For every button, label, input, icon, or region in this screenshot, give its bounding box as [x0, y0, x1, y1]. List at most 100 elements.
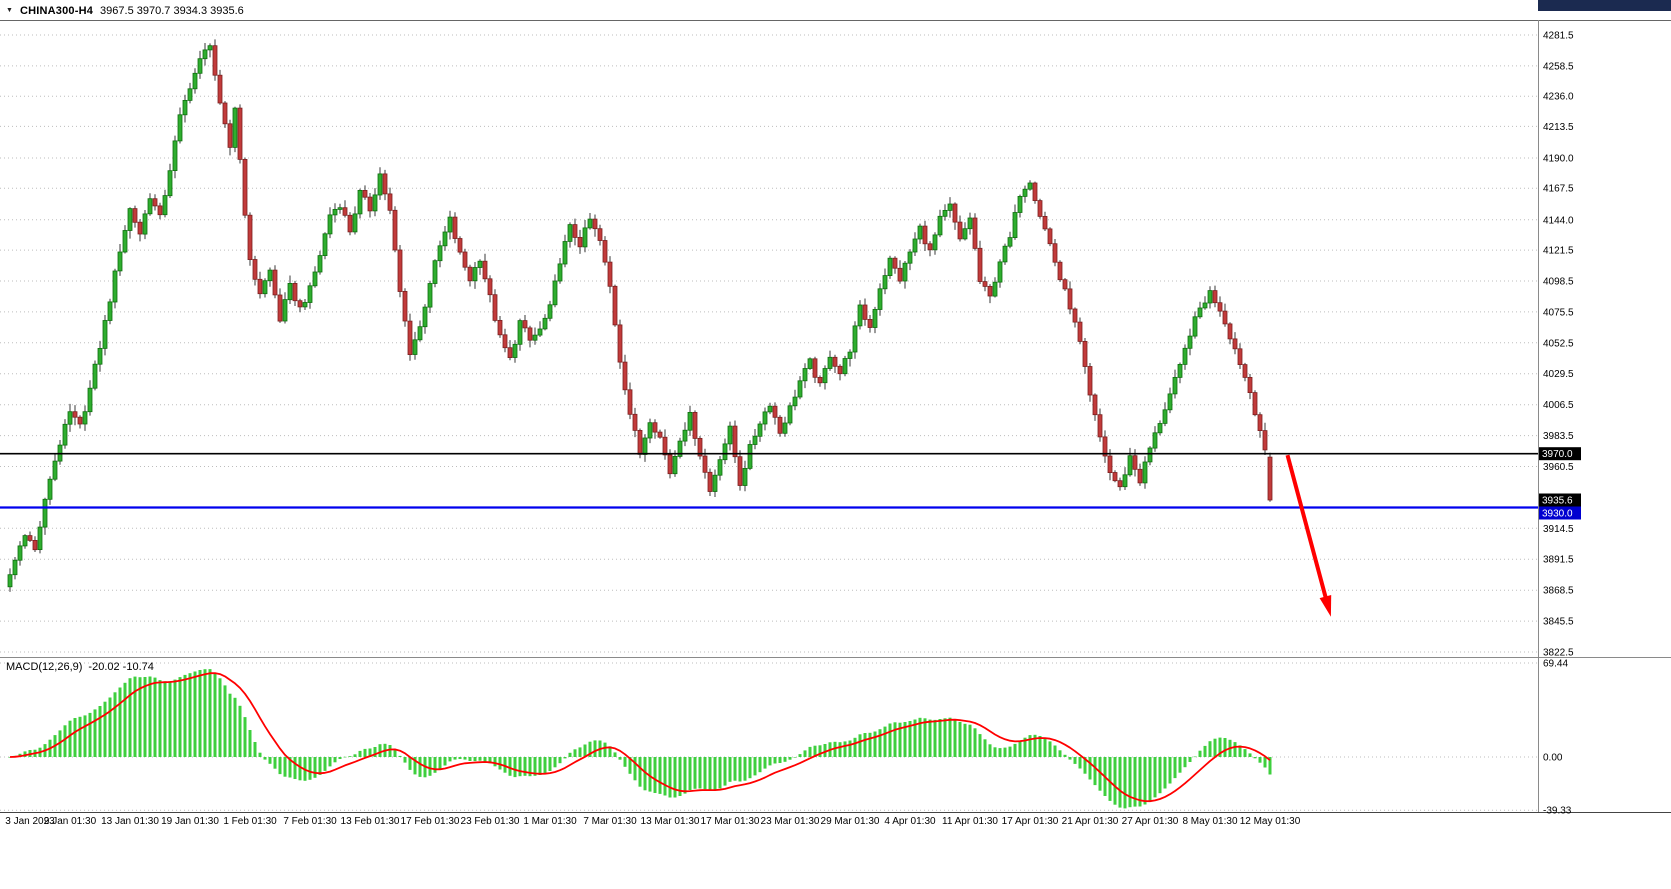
candle-body: [1212, 290, 1218, 304]
macd-histogram-bar: [293, 757, 297, 779]
macd-histogram-bar: [643, 757, 647, 791]
candle-body: [247, 214, 253, 260]
candle-body: [1002, 245, 1008, 263]
candle-body: [577, 236, 583, 248]
macd-histogram-bar: [458, 757, 462, 759]
price-axis-label: 3960.5: [1543, 462, 1574, 473]
macd-histogram-bar: [258, 752, 262, 757]
candle-body: [1202, 302, 1208, 309]
trend-arrow[interactable]: [1285, 454, 1330, 605]
candle-body: [1027, 182, 1033, 190]
macd-histogram-bar: [553, 757, 557, 768]
macd-histogram-bar: [368, 748, 372, 757]
macd-histogram-bar: [1083, 757, 1087, 774]
candle-body: [227, 123, 233, 148]
macd-histogram-bar: [1048, 741, 1052, 757]
macd-histogram-bar: [758, 757, 762, 773]
candle-body: [172, 140, 178, 171]
candle-body: [1092, 394, 1098, 416]
price-axis-label: 3845.5: [1543, 617, 1574, 628]
candle-body: [467, 266, 473, 282]
macd-histogram-bar: [918, 717, 922, 757]
candle-body: [947, 203, 953, 211]
candle-body: [167, 170, 173, 197]
candle-body: [1162, 409, 1168, 424]
candle-body: [1142, 461, 1148, 484]
macd-histogram-bar: [728, 757, 732, 782]
macd-histogram-bar: [463, 757, 467, 760]
price-tag-3970: [1539, 447, 1581, 461]
candle-body: [1237, 348, 1243, 365]
candle-body: [347, 214, 353, 233]
candle-body: [307, 285, 313, 303]
macd-histogram-bar: [803, 750, 807, 757]
symbol-dropdown-icon[interactable]: ▼: [6, 6, 13, 14]
macd-histogram-bar: [518, 757, 522, 777]
candle-body: [942, 209, 948, 217]
candle-body: [712, 474, 718, 492]
candle-body: [352, 213, 358, 233]
price-tag-3930: [1539, 506, 1581, 520]
candle-body: [367, 196, 373, 212]
candle-body: [622, 361, 628, 391]
macd-histogram-bar: [203, 669, 207, 757]
candle-body: [1267, 456, 1273, 501]
candle-body: [1062, 279, 1068, 290]
macd-histogram-bar: [1063, 754, 1067, 757]
candle-body: [402, 290, 408, 322]
macd-histogram-bar: [363, 748, 367, 757]
macd-histogram-bar: [493, 757, 497, 767]
trend-arrow-head: [1319, 595, 1332, 617]
candle-body: [632, 413, 638, 431]
macd-histogram-bar: [143, 677, 147, 757]
candle-body: [737, 456, 743, 486]
macd-histogram-bar: [793, 757, 797, 758]
macd-histogram-bar: [713, 757, 717, 791]
macd-histogram-bar: [473, 757, 477, 762]
macd-histogram-bar: [1198, 750, 1202, 757]
candle-body: [1242, 364, 1248, 378]
candle-body: [137, 221, 143, 235]
candle-body: [592, 218, 598, 230]
time-axis-label: 17 Apr 01:30: [1002, 816, 1059, 827]
candle-body: [297, 300, 303, 308]
candle-body: [7, 574, 13, 588]
symbol-period-label: CHINA300-H4: [19, 5, 94, 17]
macd-histogram-bar: [173, 679, 177, 757]
candle-body: [97, 347, 103, 365]
macd-histogram-bar: [1118, 757, 1122, 808]
macd-histogram-bar: [583, 744, 587, 757]
candle-body: [312, 271, 318, 287]
macd-histogram-bar: [128, 678, 132, 757]
time-axis-label: 17 Feb 01:30: [401, 816, 460, 827]
macd-histogram-bar: [113, 692, 117, 757]
macd-histogram-bar: [8, 757, 12, 758]
candle-body: [1097, 414, 1103, 438]
macd-histogram-bar: [133, 676, 137, 757]
macd-histogram-bar: [353, 754, 357, 757]
candle-body: [417, 326, 423, 341]
macd-histogram-bar: [323, 757, 327, 771]
candle-body: [197, 58, 203, 74]
macd-histogram-bar: [1268, 757, 1272, 775]
candle-body: [1152, 432, 1158, 449]
price-axis-label: 3891.5: [1543, 555, 1574, 566]
macd-histogram-bar: [648, 757, 652, 792]
candle-body: [1252, 392, 1258, 416]
macd-histogram-bar: [848, 740, 852, 757]
macd-histogram-bar: [58, 730, 62, 757]
candle-body: [972, 217, 978, 249]
time-axis-label: 1 Mar 01:30: [523, 816, 577, 827]
macd-histogram-bar: [863, 733, 867, 757]
macd-histogram-bar: [1248, 753, 1252, 757]
candle-body: [982, 281, 988, 287]
macd-histogram-bar: [1018, 740, 1022, 757]
macd-histogram-bar: [893, 722, 897, 757]
macd-histogram-bar: [483, 757, 487, 762]
price-axis-label: 4144.0: [1543, 215, 1574, 226]
macd-histogram-bar: [993, 747, 997, 757]
candle-body: [1017, 195, 1023, 213]
candle-body: [1227, 323, 1233, 340]
